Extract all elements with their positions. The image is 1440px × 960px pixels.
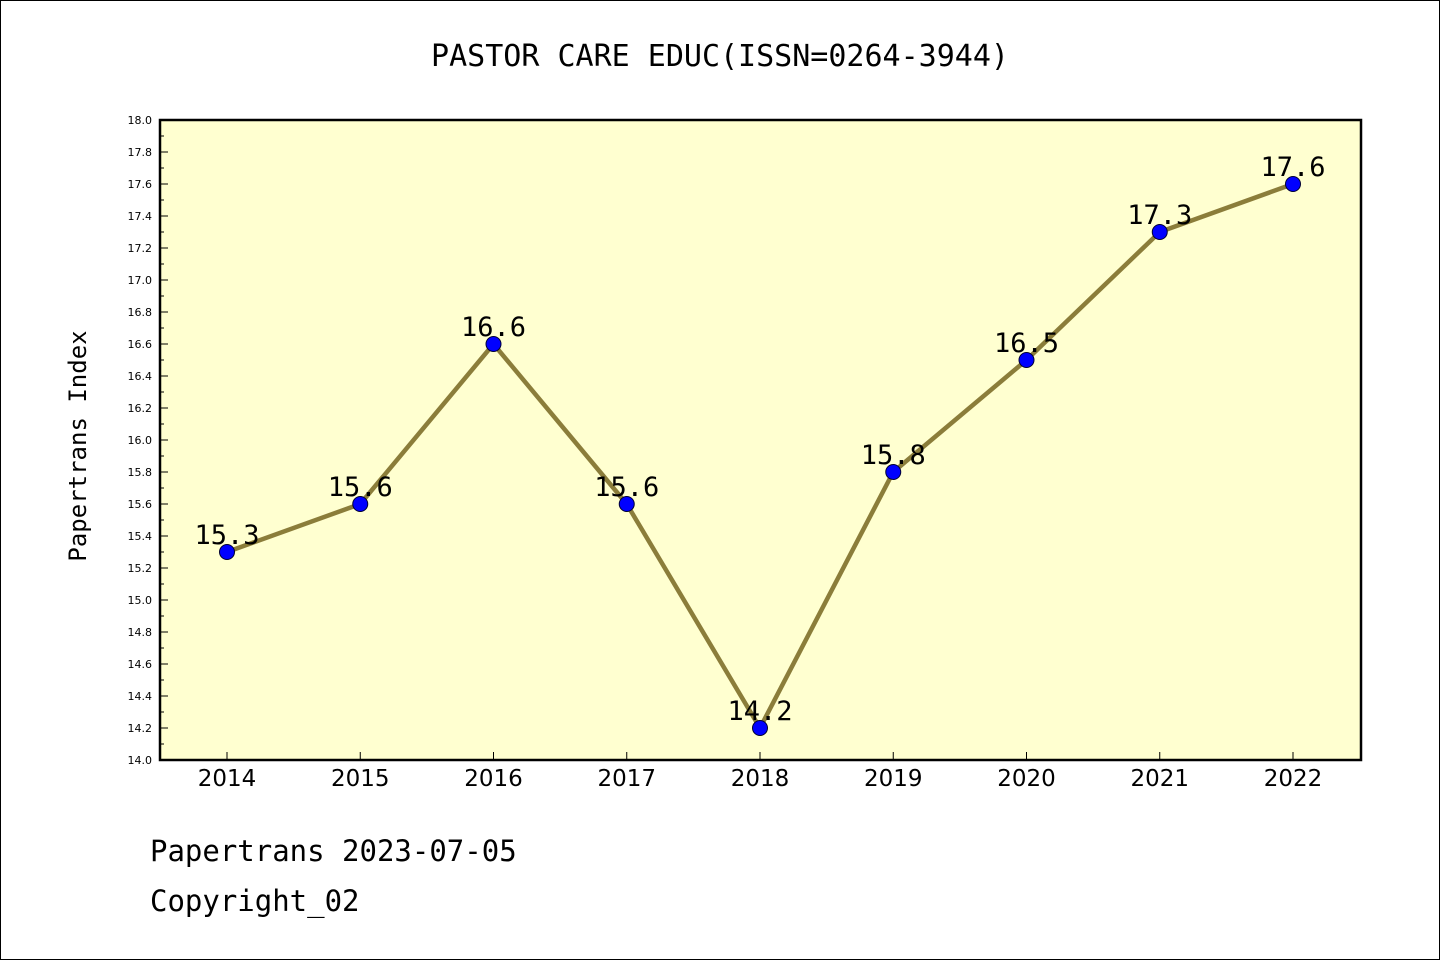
series-layer: 15.3 15.6 16.6 15.6 14.2 15.8 16.5 17.3 17.6 <box>194 152 1326 736</box>
data-point <box>1018 352 1035 368</box>
footer-copyright: Copyright_02 <box>150 884 360 918</box>
y-tick-label: 17.2 <box>128 242 153 255</box>
data-label: 16.6 <box>461 312 526 343</box>
x-tick-label: 2014 <box>198 766 257 792</box>
x-tick-label: 2020 <box>997 766 1056 792</box>
x-axis: 2014 2015 2016 2017 2018 2019 2020 2021 2022 <box>198 752 1323 792</box>
y-tick-label: 16.4 <box>128 370 153 383</box>
x-tick-label: 2016 <box>464 766 523 792</box>
y-tick-label: 16.0 <box>128 434 153 447</box>
data-label: 15.6 <box>328 472 393 503</box>
data-point <box>352 496 369 512</box>
y-tick-label: 17.6 <box>128 178 153 191</box>
y-tick-label: 14.8 <box>128 626 153 639</box>
data-label: 17.3 <box>1127 200 1192 231</box>
y-tick-label: 14.4 <box>128 690 153 703</box>
y-tick-label: 15.8 <box>128 466 153 479</box>
data-point <box>219 544 235 560</box>
data-point <box>885 464 902 480</box>
x-tick-label: 2021 <box>1130 766 1189 792</box>
data-point <box>618 496 635 512</box>
y-axis: 14.0 14.2 14.4 14.6 14.8 15.0 15.2 15.4 15.6 15.8… <box>128 114 168 767</box>
data-label: 15.3 <box>194 520 259 551</box>
data-point <box>1151 224 1168 240</box>
x-tick-label: 2018 <box>731 766 790 792</box>
y-tick-label: 17.8 <box>128 146 153 159</box>
y-tick-label: 15.2 <box>128 562 153 575</box>
y-axis-label: Papertrans Index <box>64 330 92 561</box>
y-tick-label: 16.8 <box>128 306 153 319</box>
y-tick-label: 16.6 <box>128 338 153 351</box>
y-tick-label: 14.0 <box>128 754 153 767</box>
data-label: 16.5 <box>994 328 1059 359</box>
y-tick-label: 14.6 <box>128 658 153 671</box>
y-tick-label: 15.6 <box>128 498 153 511</box>
y-tick-label: 17.0 <box>128 274 153 287</box>
data-point <box>485 336 502 352</box>
y-tick-label: 18.0 <box>128 114 153 127</box>
data-label: 14.2 <box>727 696 792 727</box>
data-point <box>1285 176 1301 192</box>
y-tick-label: 15.4 <box>128 530 153 543</box>
x-tick-label: 2015 <box>331 766 390 792</box>
x-tick-label: 2019 <box>864 766 923 792</box>
plot-frame <box>158 118 1363 762</box>
data-point <box>752 720 768 736</box>
footer-date: Papertrans 2023-07-05 <box>150 834 517 868</box>
data-label: 15.8 <box>861 440 926 471</box>
data-label: 17.6 <box>1260 152 1325 183</box>
x-tick-label: 2022 <box>1264 766 1323 792</box>
y-tick-label: 15.0 <box>128 594 153 607</box>
y-tick-label: 14.2 <box>128 722 153 735</box>
data-label: 15.6 <box>594 472 659 503</box>
y-tick-label: 16.2 <box>128 402 153 415</box>
chart-title: PASTOR CARE EDUC(ISSN=0264-3944) <box>431 39 1009 74</box>
x-tick-label: 2017 <box>597 766 656 792</box>
y-tick-label: 17.4 <box>128 210 153 223</box>
